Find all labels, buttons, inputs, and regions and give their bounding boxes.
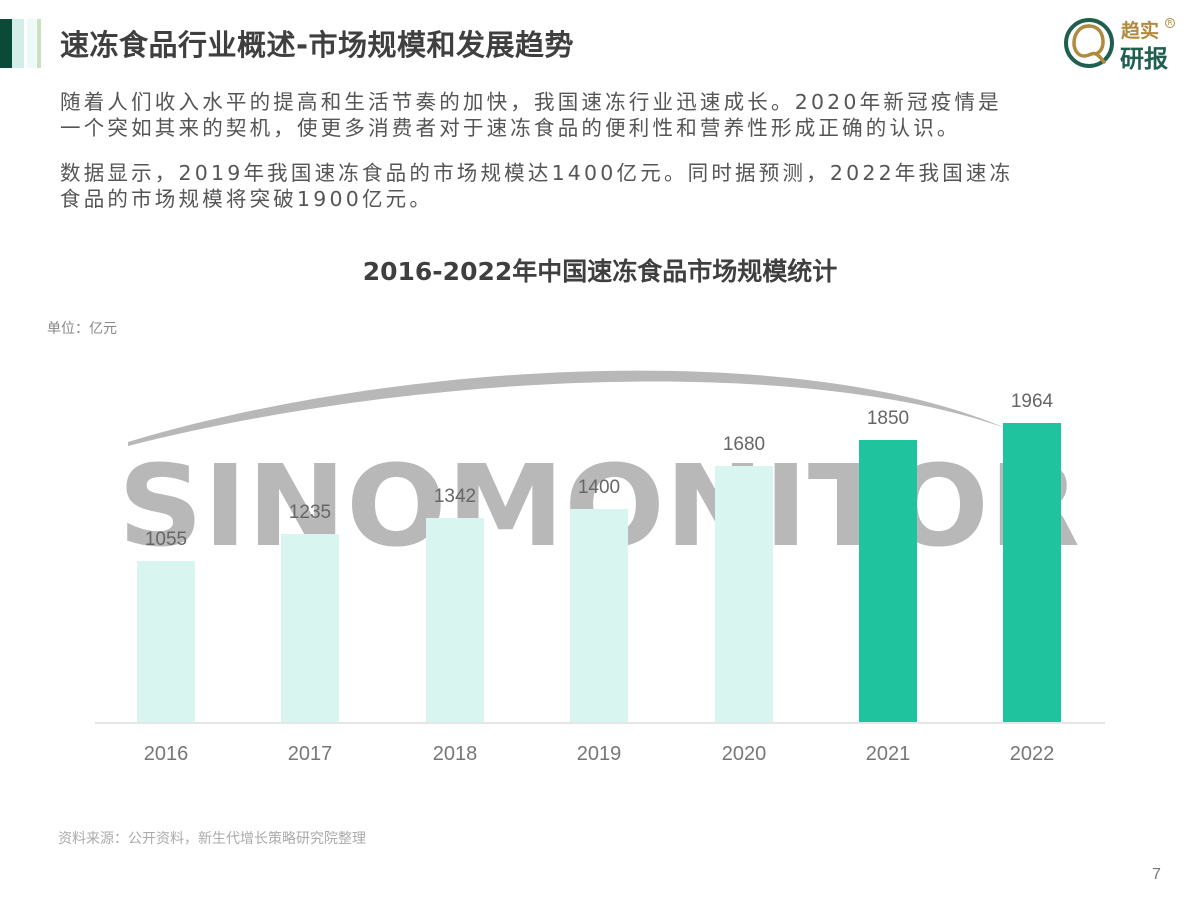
bar-2016: [137, 561, 195, 722]
data-label: 1964: [1010, 391, 1054, 412]
x-axis-tick-label: 2018: [432, 743, 478, 765]
intro-paragraph: 随着人们收入水平的提高和生活节奏的加快，我国速冻行业迅速成长。2020年新冠疫情…: [60, 89, 1150, 141]
chart-title: 2016-2022年中国速冻食品市场规模统计: [362, 257, 838, 286]
x-axis-tick-label: 2019: [576, 743, 622, 765]
accent-bar-teal: [12, 19, 24, 68]
x-axis-tick-label: 2016: [143, 743, 189, 765]
bar-2017: [281, 534, 339, 722]
data-label: 1680: [722, 434, 766, 455]
bar-2019: [570, 509, 628, 722]
bar-2020: [715, 466, 773, 722]
paragraph-line: 一个突如其来的契机，使更多消费者对于速冻食品的便利性和营养性形成正确的认识。: [60, 116, 961, 140]
data-label: 1342: [433, 486, 477, 507]
paragraph-line: 数据显示，2019年我国速冻食品的市场规模达1400亿元。同时据预测，2022年…: [60, 161, 1014, 185]
data-label: 1400: [577, 477, 621, 498]
logo-q-icon: [1064, 18, 1114, 68]
brand-logo: 趋实 R 研报: [1062, 14, 1187, 74]
source-note: 资料来源：公开资料，新生代增长策略研究院整理: [58, 831, 366, 847]
bar-2018: [426, 518, 484, 722]
accent-bar-dark: [0, 19, 12, 68]
page-title: 速冻食品行业概述-市场规模和发展趋势: [60, 28, 575, 62]
x-axis-tick-label: 2021: [865, 743, 911, 765]
x-axis-tick-label: 2022: [1009, 743, 1055, 765]
registered-mark-icon: R: [1165, 18, 1175, 28]
page-number: 7: [1152, 866, 1161, 883]
bar-2021: [859, 440, 917, 722]
accent-bar-pale: [27, 19, 36, 68]
logo-text-bottom: 研报: [1120, 45, 1168, 73]
paragraph-line: 随着人们收入水平的提高和生活节奏的加快，我国速冻行业迅速成长。2020年新冠疫情…: [60, 90, 1002, 114]
x-axis-line: [95, 722, 1105, 724]
data-label: 1850: [866, 408, 910, 429]
logo-text-top: 趋实: [1121, 20, 1160, 42]
accent-bar-green: [37, 19, 41, 68]
paragraph-line: 食品的市场规模将突破1900亿元。: [60, 187, 434, 211]
data-paragraph: 数据显示，2019年我国速冻食品的市场规模达1400亿元。同时据预测，2022年…: [60, 160, 1150, 212]
data-label: 1055: [144, 529, 188, 550]
x-axis-tick-label: 2017: [287, 743, 333, 765]
bar-2022: [1003, 423, 1061, 722]
x-axis-tick-label: 2020: [721, 743, 767, 765]
unit-label: 单位：亿元: [47, 321, 117, 337]
data-label: 1235: [288, 502, 332, 523]
